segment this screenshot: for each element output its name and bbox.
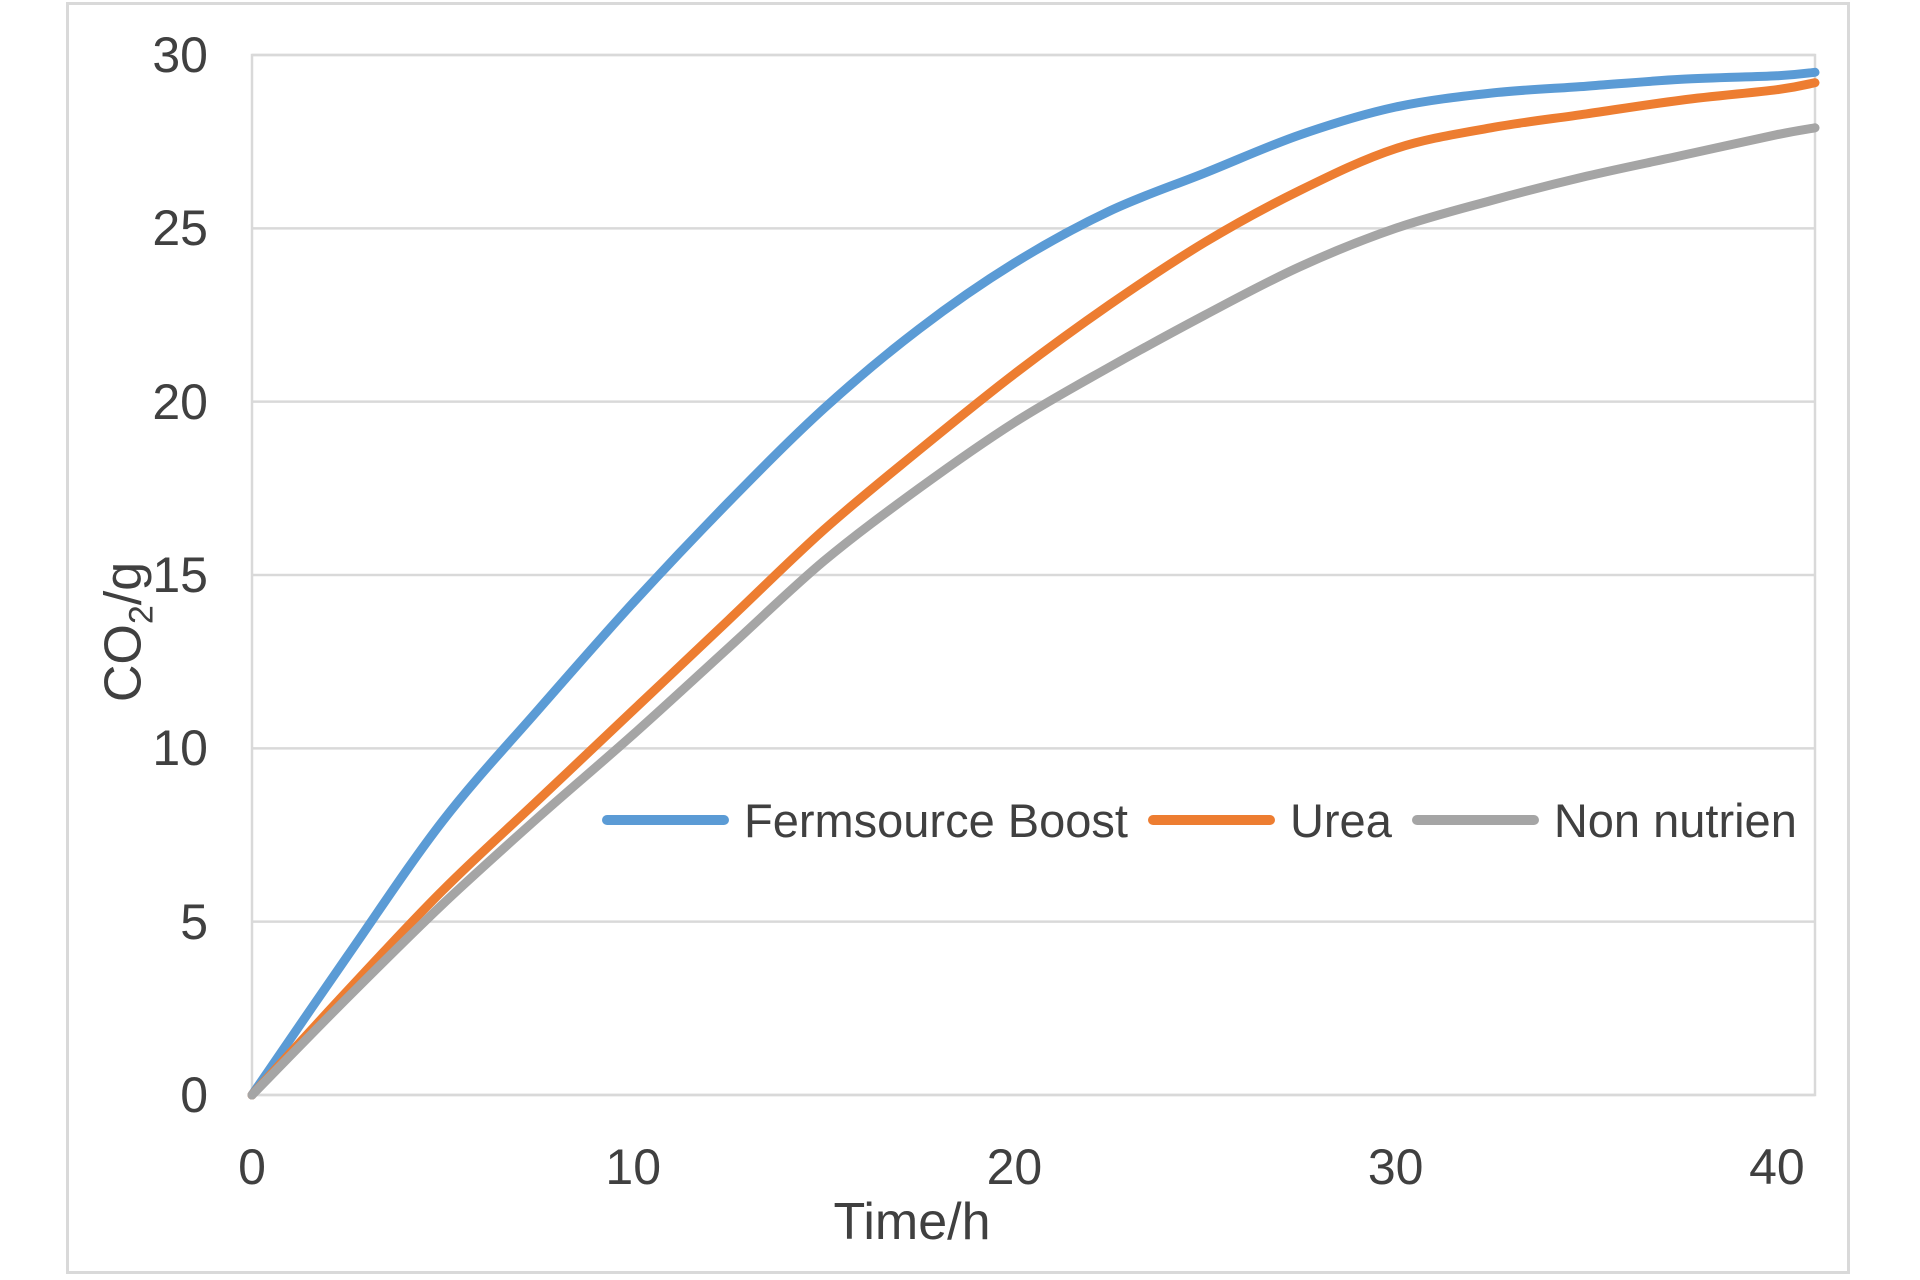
- legend-swatch-icon: [602, 815, 729, 825]
- y-tick-label: 5: [180, 893, 208, 950]
- y-axis-title-prefix: CO: [94, 624, 153, 703]
- plot-area-border: [250, 53, 1817, 1097]
- legend-label: Non nutrien: [1553, 793, 1797, 847]
- x-tick-label: 40: [1749, 1139, 1805, 1195]
- series-line-2: [247, 123, 1820, 1100]
- x-tick-label: 20: [986, 1139, 1043, 1195]
- y-tick-label: 0: [180, 1067, 208, 1123]
- series-line-1: [247, 78, 1820, 1100]
- legend-swatch-icon: [1411, 815, 1539, 825]
- legend-item-non-nutrien: Non nutrien: [1411, 793, 1797, 847]
- x-tick-label: 0: [238, 1139, 266, 1195]
- y-axis-title-subscript: 2: [122, 605, 161, 625]
- x-axis-title: Time/h: [833, 1193, 991, 1251]
- legend-item-fermsource-boost: Fermsource Boost: [602, 797, 1128, 844]
- y-axis-title: CO2/g: [94, 561, 161, 703]
- x-tick-label: 30: [1367, 1139, 1424, 1195]
- legend-item-urea: Urea: [1147, 793, 1392, 847]
- legend-label: Urea: [1289, 793, 1392, 847]
- y-tick-label: 25: [152, 200, 208, 257]
- y-tick-label: 15: [152, 547, 208, 603]
- legend: Fermsource Boost Urea Non nutrien: [602, 791, 1797, 849]
- legend-swatch-icon: [1147, 815, 1275, 825]
- y-tick-label: 20: [152, 373, 208, 430]
- legend-label: Fermsource Boost: [744, 793, 1128, 847]
- series-line-0: [247, 67, 1820, 1100]
- y-tick-label: 30: [152, 27, 208, 83]
- y-axis-title-suffix: /g: [94, 561, 153, 606]
- y-tick-label: 10: [152, 720, 208, 777]
- x-tick-label: 10: [605, 1139, 662, 1195]
- chart-frame: [66, 2, 1850, 1274]
